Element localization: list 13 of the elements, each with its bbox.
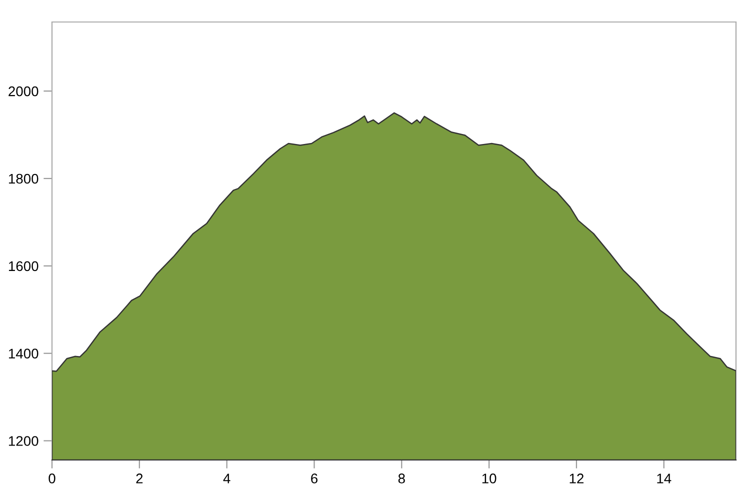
- x-tick-label: 10: [482, 474, 496, 484]
- x-tick-label: 2: [136, 474, 143, 484]
- x-tick-label: 0: [48, 474, 56, 484]
- y-tick-label: 1400: [8, 348, 38, 359]
- x-tick-label: 4: [223, 474, 230, 484]
- y-tick-label: 1800: [8, 174, 38, 184]
- x-tick-label: 14: [657, 474, 672, 484]
- x-tick-label: 12: [570, 474, 584, 484]
- y-tick-label: 2000: [8, 86, 38, 96]
- x-tick-label: 8: [398, 474, 405, 484]
- x-tick-label: 6: [311, 474, 318, 484]
- y-tick-label: 1200: [8, 436, 38, 446]
- y-tick-label: 1600: [8, 261, 38, 272]
